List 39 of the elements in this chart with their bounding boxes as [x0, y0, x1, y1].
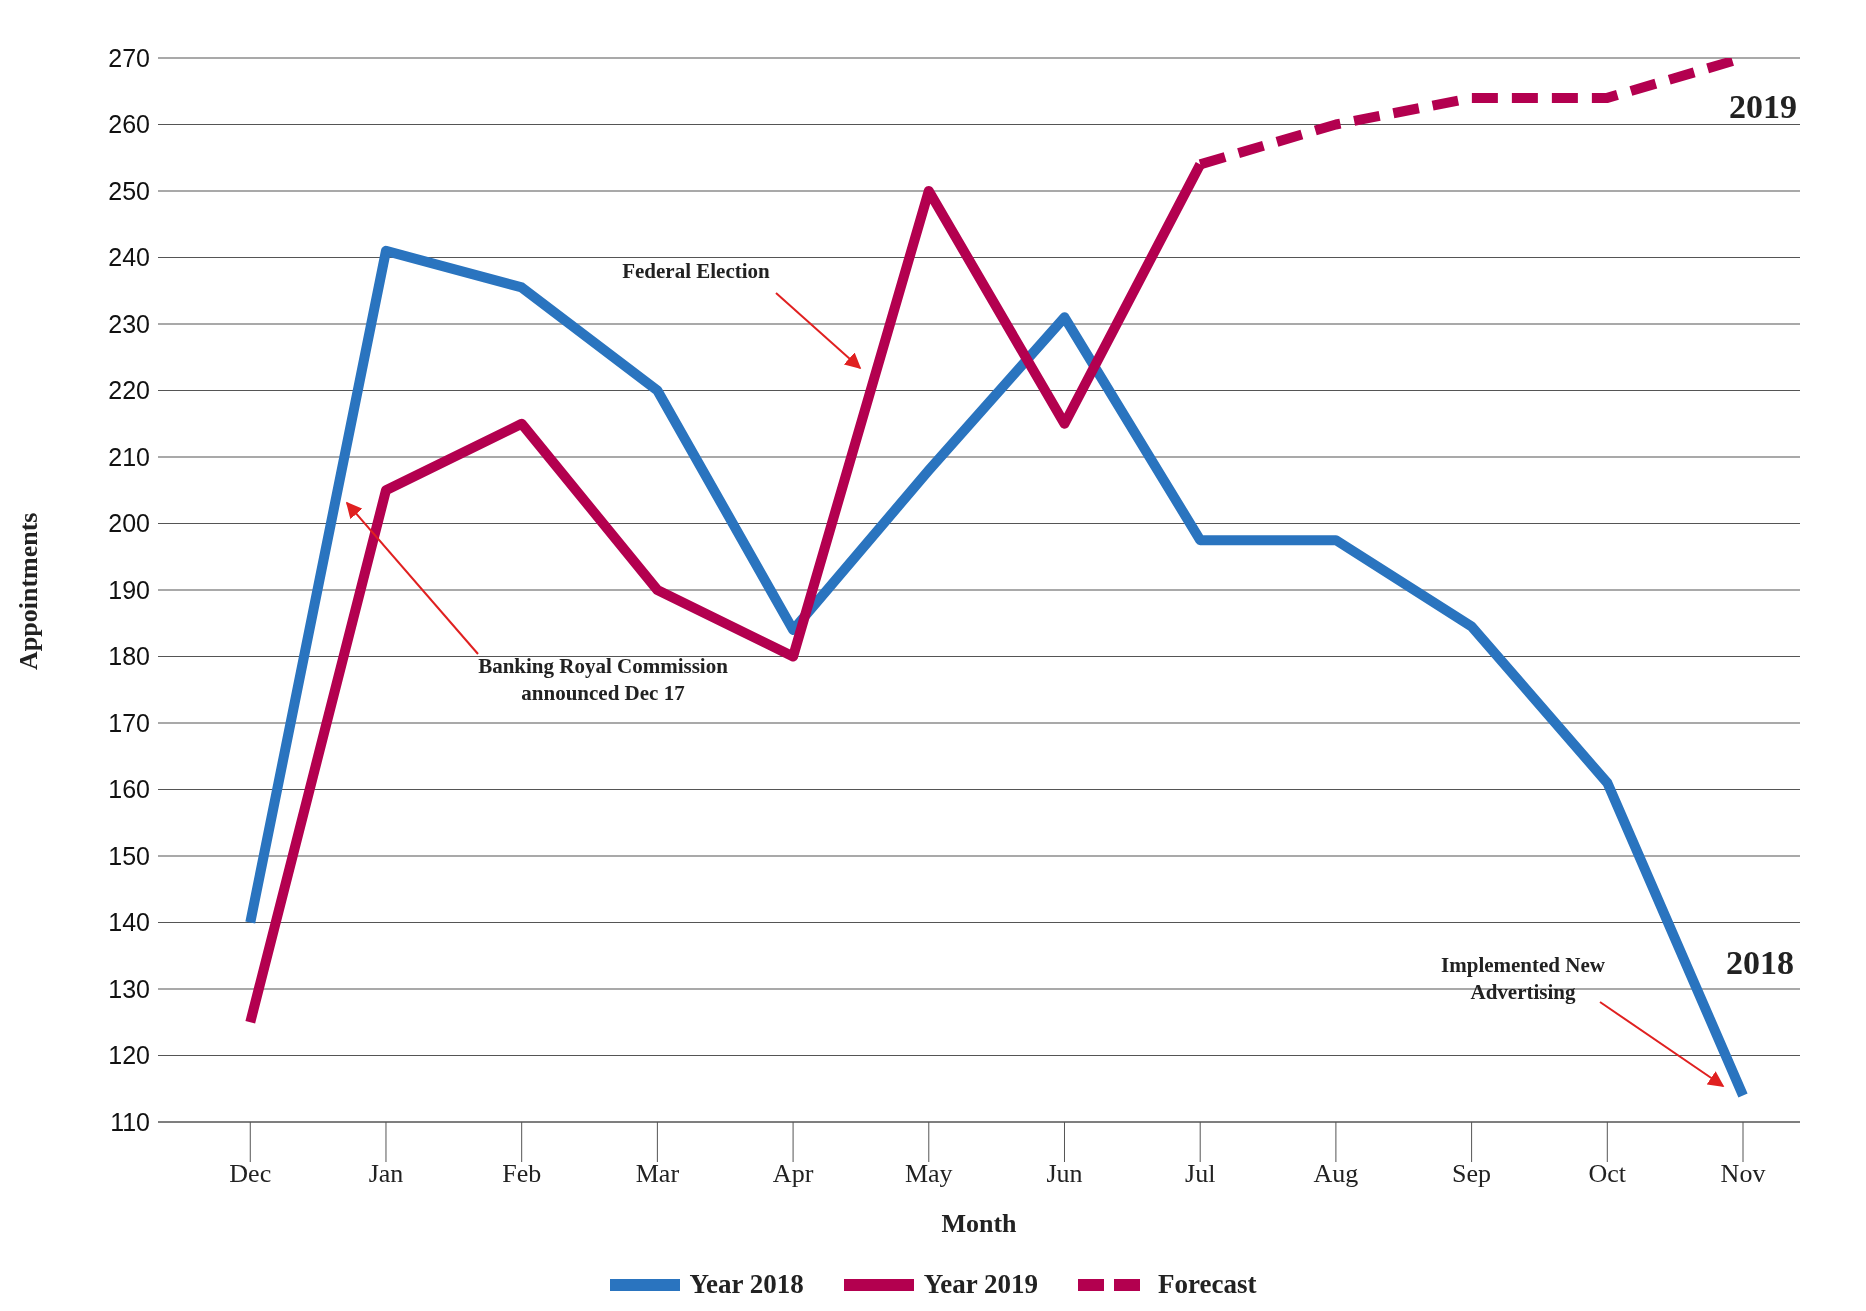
legend-label: Year 2019: [923, 1269, 1039, 1300]
y-tick-label: 200: [108, 509, 150, 538]
y-tick-label: 110: [110, 1107, 150, 1136]
x-tick-label: May: [904, 1159, 953, 1189]
y-tick-label: 210: [108, 442, 150, 471]
y-tick-label: 170: [108, 708, 150, 737]
y-tick-label: 270: [108, 43, 150, 72]
x-tick-label: Aug: [1313, 1159, 1359, 1189]
x-tick-label: Feb: [502, 1159, 542, 1189]
y-tick-label: 150: [108, 841, 150, 870]
annotation: 2019: [1729, 88, 1797, 125]
y-tick-label: 260: [108, 110, 150, 139]
annotation: Federal Election: [622, 259, 771, 283]
y-tick-label: 130: [108, 974, 150, 1003]
y-tick-label: 180: [108, 642, 150, 671]
x-tick-label: Jan: [368, 1159, 404, 1189]
annotation: 2018: [1726, 944, 1794, 981]
y-tick-label: 230: [108, 309, 150, 338]
x-tick-label: Apr: [772, 1159, 814, 1189]
y-tick-label: 220: [108, 376, 150, 405]
x-tick-label: Nov: [1720, 1159, 1766, 1189]
y-tick-label: 190: [108, 575, 150, 604]
x-tick-label: Mar: [635, 1159, 680, 1189]
x-tick-label: Dec: [229, 1159, 272, 1189]
legend-label: Forecast: [1158, 1269, 1257, 1300]
y-tick-label: 250: [108, 176, 150, 205]
annotation: Banking Royal Commission announced Dec 17: [478, 654, 729, 706]
legend-label: Year 2018: [689, 1269, 804, 1300]
y-tick-label: 160: [108, 775, 150, 804]
y-axis-title: Appointments: [14, 512, 44, 670]
x-tick-label: Sep: [1452, 1159, 1492, 1189]
annotation: Implemented New Advertising: [1441, 953, 1606, 1005]
y-tick-label: 240: [108, 243, 150, 272]
x-axis-title: Month: [941, 1209, 1018, 1238]
y-tick-label: 120: [108, 1041, 150, 1070]
x-tick-label: Oct: [1588, 1159, 1627, 1189]
x-tick-label: Jun: [1046, 1159, 1083, 1189]
x-tick-label: Jul: [1185, 1159, 1216, 1189]
y-tick-label: 140: [108, 908, 150, 937]
